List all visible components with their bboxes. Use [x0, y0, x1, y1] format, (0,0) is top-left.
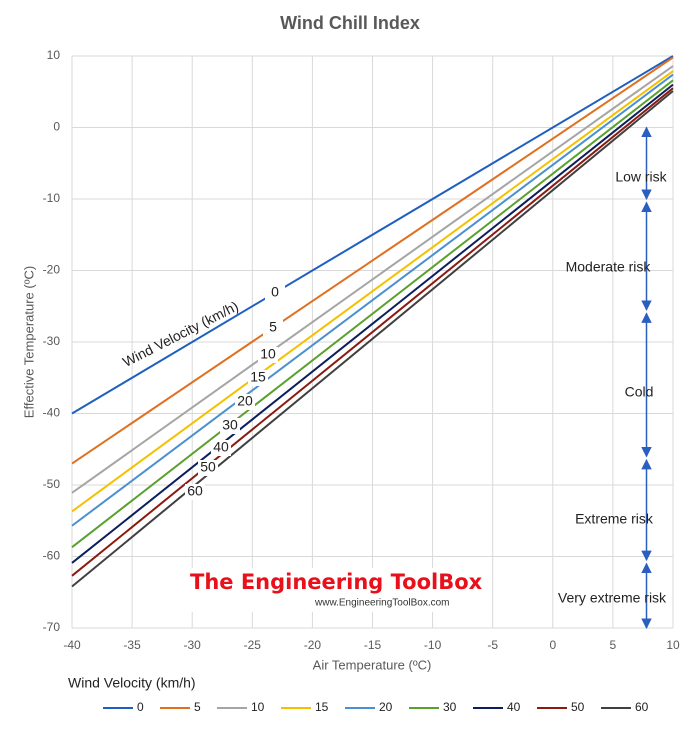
- y-axis-title: Effective Temperature (ºC): [21, 266, 36, 418]
- line-series: [71, 56, 674, 465]
- x-tick-label: 10: [666, 638, 680, 652]
- series-label-bg: [235, 394, 255, 410]
- series-label-bg: [220, 418, 240, 434]
- series-label: 0: [271, 284, 279, 300]
- series-label-bg: [248, 370, 268, 386]
- line-series: [71, 87, 674, 577]
- series-label-bg: [265, 285, 285, 301]
- x-tick-label: -30: [184, 638, 202, 652]
- x-tick-label: -40: [63, 638, 81, 652]
- series-label-bg: [198, 460, 218, 476]
- line-series: [71, 90, 674, 588]
- y-tick-label: -10: [43, 191, 61, 205]
- y-tick-label: -40: [43, 406, 61, 420]
- legend-label: 15: [315, 700, 329, 714]
- series-label: 50: [200, 459, 216, 475]
- y-tick-label: -70: [43, 620, 61, 634]
- legend-label: 60: [635, 700, 649, 714]
- risk-label: Low risk: [615, 169, 667, 185]
- series-label-bg: [185, 484, 205, 500]
- chart-title: Wind Chill Index: [280, 13, 420, 33]
- legend-label: 50: [571, 700, 585, 714]
- watermark-url: www.EngineeringToolBox.com: [314, 598, 450, 609]
- series-label-bg: [211, 440, 231, 456]
- series-label: 30: [222, 417, 238, 433]
- y-tick-label: 0: [53, 120, 60, 134]
- y-tick-label: -30: [43, 334, 61, 348]
- line-series: [71, 70, 674, 513]
- legend-title: Wind Velocity (km/h): [68, 675, 196, 691]
- series-label-bg: [263, 320, 283, 336]
- series-label-bg: [258, 347, 278, 363]
- line-series: [71, 73, 674, 527]
- x-axis-title: Air Temperature (ºC): [313, 657, 432, 672]
- watermark-title: The Engineering ToolBox: [190, 570, 483, 594]
- risk-label: Cold: [625, 384, 654, 400]
- x-tick-label: -25: [244, 638, 262, 652]
- y-tick-label: -50: [43, 477, 61, 491]
- x-tick-label: 0: [549, 638, 556, 652]
- x-tick-label: -20: [304, 638, 322, 652]
- y-tick-label: -60: [43, 549, 61, 563]
- series-label-title: Wind Velocity (km/h): [120, 298, 241, 370]
- x-tick-label: 5: [610, 638, 617, 652]
- x-tick-label: -10: [424, 638, 442, 652]
- risk-label: Very extreme risk: [558, 590, 667, 606]
- legend-label: 30: [443, 700, 457, 714]
- watermark-bg: [185, 568, 470, 612]
- x-tick-label: -35: [123, 638, 141, 652]
- series-label: 10: [260, 346, 276, 362]
- series-label: 60: [187, 483, 203, 499]
- series-label: 20: [237, 393, 253, 409]
- y-tick-label: 10: [47, 48, 61, 62]
- legend-label: 0: [137, 700, 144, 714]
- y-tick-label: -20: [43, 263, 61, 277]
- series-label: 15: [250, 369, 266, 385]
- series-label: 40: [213, 439, 229, 455]
- legend-label: 10: [251, 700, 265, 714]
- line-series: [71, 83, 674, 564]
- risk-label: Extreme risk: [575, 511, 654, 527]
- risk-label: Moderate risk: [566, 259, 652, 275]
- line-series: [71, 55, 674, 415]
- legend-label: 5: [194, 700, 201, 714]
- x-tick-label: -5: [487, 638, 498, 652]
- series-label: 5: [269, 319, 277, 335]
- line-series: [71, 65, 674, 494]
- legend-label: 40: [507, 700, 521, 714]
- legend-label: 20: [379, 700, 393, 714]
- x-tick-label: -15: [364, 638, 382, 652]
- line-series: [71, 79, 674, 548]
